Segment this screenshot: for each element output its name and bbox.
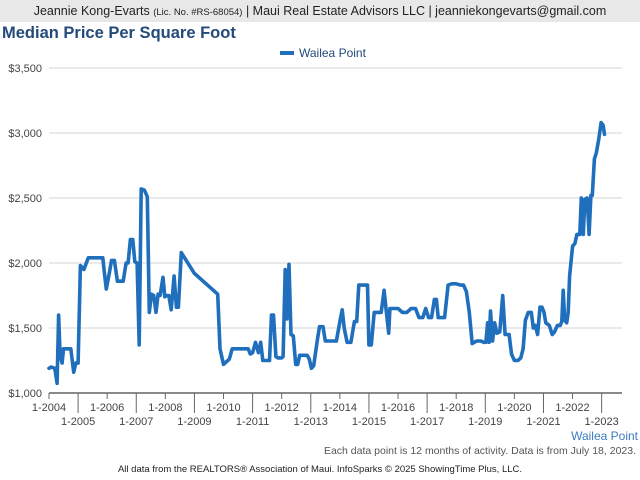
x-tick-label: 1-2005 xyxy=(61,416,95,428)
y-tick-label: $3,500 xyxy=(8,63,42,75)
x-tick-label: 1-2014 xyxy=(323,402,357,414)
legend-label: Wailea Point xyxy=(299,46,367,60)
x-tick-label: 1-2022 xyxy=(555,402,589,414)
x-tick-label: 1-2021 xyxy=(526,416,560,428)
data-footnote: Each data point is 12 months of activity… xyxy=(323,445,636,457)
y-tick-label: $1,500 xyxy=(8,323,42,335)
y-tick-label: $1,000 xyxy=(8,388,42,400)
x-tick-label: 1-2011 xyxy=(236,416,269,428)
brokerage-contact: | Maui Real Estate Advisors LLC | jeanni… xyxy=(245,4,607,18)
x-tick-label: 1-2006 xyxy=(90,402,124,414)
x-tick-label: 1-2012 xyxy=(265,402,299,414)
area-label: Wailea Point xyxy=(571,429,639,443)
x-tick-label: 1-2013 xyxy=(294,416,328,428)
x-tick-label: 1-2009 xyxy=(177,416,211,428)
header-bar: Jeannie Kong-Evarts (Lic. No. #RS-68054)… xyxy=(0,0,640,22)
x-tick-label: 1-2007 xyxy=(119,416,153,428)
x-tick-label: 1-2010 xyxy=(206,402,240,414)
x-tick-label: 1-2020 xyxy=(497,402,531,414)
y-tick-label: $2,000 xyxy=(8,258,42,270)
agent-name: Jeannie Kong-Evarts xyxy=(33,4,150,18)
y-tick-label: $3,000 xyxy=(8,128,42,140)
x-tick-label: 1-2015 xyxy=(352,416,386,428)
y-tick-label: $2,500 xyxy=(8,193,42,205)
x-tick-label: 1-2004 xyxy=(32,402,66,414)
x-tick-label: 1-2018 xyxy=(439,402,473,414)
x-tick-label: 1-2016 xyxy=(381,402,415,414)
x-tick-label: 1-2008 xyxy=(148,402,182,414)
series-line-wailea-point xyxy=(47,120,607,386)
x-tick-label: 1-2019 xyxy=(468,416,502,428)
data-credit: All data from the REALTORS® Association … xyxy=(117,464,523,475)
x-tick-label: 1-2023 xyxy=(585,416,619,428)
license-number: (Lic. No. #RS-68054) xyxy=(153,7,243,18)
x-tick-label: 1-2017 xyxy=(410,416,444,428)
chart-title: Median Price Per Square Foot xyxy=(2,24,236,42)
